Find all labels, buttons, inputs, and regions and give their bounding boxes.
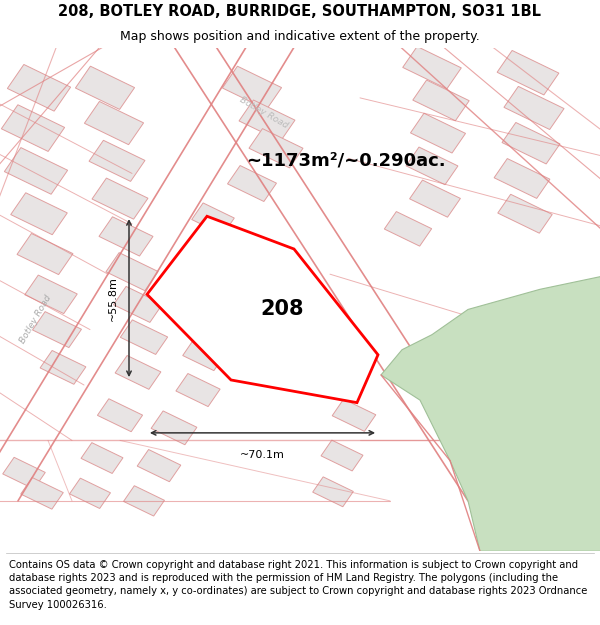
Bar [249,129,303,168]
Bar [99,217,153,256]
Bar [3,458,45,489]
Bar [199,275,239,304]
Bar [239,100,295,141]
Bar [151,411,197,445]
Bar [494,159,550,198]
Bar [137,449,181,482]
Bar [385,211,431,246]
Bar [223,66,281,109]
Bar [4,148,68,194]
Bar [332,399,376,431]
Bar [97,399,143,432]
Bar [410,180,460,218]
Bar [115,356,161,389]
Bar [11,192,67,235]
Bar [25,275,77,314]
Bar [498,194,552,233]
Bar [504,86,564,129]
Bar [313,477,353,507]
Bar [113,286,163,322]
Polygon shape [147,216,378,402]
Bar [413,80,469,121]
Bar [176,374,220,407]
Bar [70,478,110,509]
Bar [183,339,225,371]
Bar [121,320,167,354]
Bar [81,442,123,474]
Bar [85,101,143,144]
Bar [192,203,234,234]
Text: 208, BOTLEY ROAD, BURRIDGE, SOUTHAMPTON, SO31 1BL: 208, BOTLEY ROAD, BURRIDGE, SOUTHAMPTON,… [59,4,542,19]
Bar [106,253,158,291]
Bar [406,147,458,185]
Bar [410,113,466,153]
Polygon shape [381,274,600,551]
Text: Botley Road: Botley Road [238,96,290,131]
Bar [488,472,538,509]
Text: Botley Road: Botley Road [19,294,53,346]
Bar [21,478,63,509]
Text: Contains OS data © Crown copyright and database right 2021. This information is : Contains OS data © Crown copyright and d… [9,560,587,610]
Bar [89,140,145,181]
Bar [490,436,542,474]
Bar [497,51,559,95]
Bar [403,46,461,89]
Bar [227,166,277,201]
Bar [7,64,71,111]
Text: 208: 208 [260,299,304,319]
Text: ~1173m²/~0.290ac.: ~1173m²/~0.290ac. [246,152,446,170]
Bar [196,307,236,338]
Bar [76,66,134,109]
Bar [502,122,560,164]
Bar [124,486,164,516]
Bar [1,105,65,151]
Bar [40,351,86,384]
Text: ~70.1m: ~70.1m [240,451,285,461]
Text: ~55.8m: ~55.8m [108,276,118,321]
Bar [32,312,82,348]
Bar [321,440,363,471]
Bar [92,178,148,219]
Bar [17,234,73,274]
Bar [196,236,236,267]
Text: Map shows position and indicative extent of the property.: Map shows position and indicative extent… [120,29,480,42]
